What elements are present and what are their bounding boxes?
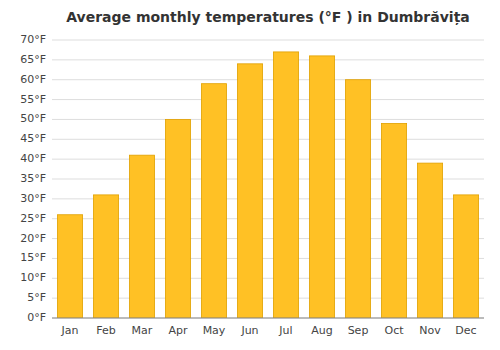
chart-container: 0°F 5°F 10°F 15°F 20°F 25°F 30°F 35°F 40°F 45°F 50… — [0, 0, 500, 350]
bar — [237, 64, 262, 318]
x-tick-label: Sep — [348, 324, 369, 337]
grid-line — [52, 159, 484, 160]
y-tick-label: 35°F — [20, 172, 46, 185]
y-tick-label: 5°F — [27, 291, 46, 304]
x-tick-label: Apr — [168, 324, 188, 337]
bar — [453, 195, 478, 318]
x-tick-label: May — [203, 324, 226, 337]
y-tick-label: 65°F — [20, 53, 46, 66]
y-tick-label: 40°F — [20, 152, 46, 165]
grid-line — [52, 79, 484, 80]
x-tick-label: Feb — [96, 324, 115, 337]
x-tick-label: Jun — [240, 324, 258, 337]
bar — [129, 155, 154, 318]
bar — [57, 215, 82, 318]
bar — [93, 195, 118, 318]
x-tick-label: Mar — [132, 324, 153, 337]
y-tick-label: 45°F — [20, 132, 46, 145]
bar — [201, 84, 226, 318]
bar — [309, 56, 334, 318]
x-axis-line — [52, 318, 484, 319]
y-tick-label: 70°F — [20, 33, 46, 46]
y-tick-label: 60°F — [20, 73, 46, 86]
y-tick-label: 10°F — [20, 271, 46, 284]
x-tick-label: Jul — [278, 324, 292, 337]
x-tick-label: Aug — [311, 324, 332, 337]
y-tick-label: 50°F — [20, 112, 46, 125]
grid-line — [52, 99, 484, 100]
bars — [57, 52, 478, 318]
grid-line — [52, 119, 484, 120]
y-tick-label: 30°F — [20, 192, 46, 205]
y-axis: 0°F 5°F 10°F 15°F 20°F 25°F 30°F 35°F 40°F 45°F 50… — [20, 33, 46, 324]
x-tick-label: Nov — [419, 324, 441, 337]
y-tick-label: 15°F — [20, 251, 46, 264]
y-tick-label: 25°F — [20, 212, 46, 225]
grid-line — [52, 139, 484, 140]
grid-line — [52, 318, 484, 319]
x-tick-label: Jan — [61, 324, 79, 337]
grid-line — [52, 40, 484, 41]
y-tick-label: 0°F — [27, 311, 46, 324]
bar — [165, 119, 190, 318]
y-tick-label: 55°F — [20, 93, 46, 106]
x-tick-label: Oct — [384, 324, 404, 337]
bar — [381, 123, 406, 318]
x-tick-label: Dec — [455, 324, 476, 337]
y-tick-label: 20°F — [20, 232, 46, 245]
title: Average monthly temperatures (°F ) in Du… — [66, 9, 470, 26]
bar — [345, 80, 370, 318]
bar — [273, 52, 298, 318]
grid — [52, 40, 484, 318]
chart-svg: 0°F 5°F 10°F 15°F 20°F 25°F 30°F 35°F 40°F 45°F 50… — [0, 0, 500, 350]
bar — [417, 163, 442, 318]
x-axis: Jan Feb Mar Apr May Jun Jul Aug Sep Oct Nov Dec — [61, 324, 477, 337]
grid-line — [52, 59, 484, 60]
